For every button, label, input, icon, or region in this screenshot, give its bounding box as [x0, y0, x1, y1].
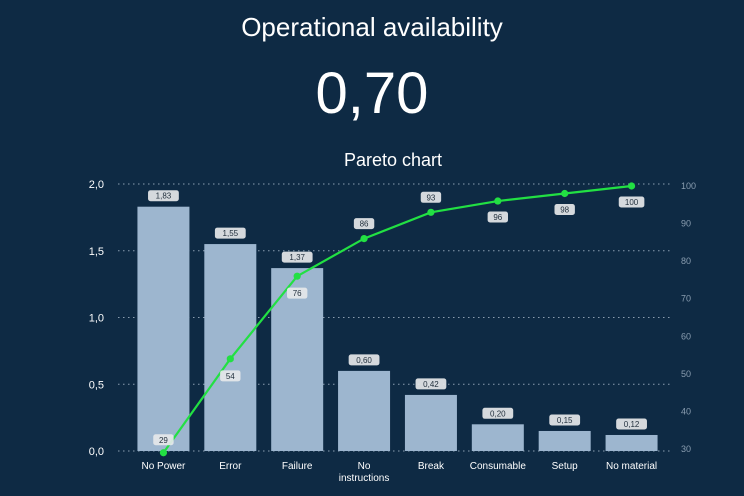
line-point [627, 182, 636, 190]
y-left-tick-label: 0,0 [89, 446, 104, 458]
chart-title: Pareto chart [343, 150, 443, 170]
x-tick-label: No instructions [339, 461, 390, 484]
line-value-label: 100 [625, 198, 639, 207]
x-tick-label: No material [606, 461, 657, 472]
line-value-label: 98 [560, 206, 569, 215]
line-value-label: 54 [226, 372, 235, 381]
bar-value-label: 1,83 [156, 192, 172, 201]
y-right-tick-label: 50 [681, 369, 691, 379]
line-value-label: 76 [293, 289, 302, 298]
bar [538, 430, 591, 451]
line-value-label-box [153, 434, 174, 446]
bar-value-label-box [148, 190, 179, 202]
bar-value-label: 0,15 [557, 416, 573, 425]
line-point [427, 208, 435, 216]
bar [204, 244, 257, 451]
x-tick-label: Failure [282, 461, 313, 472]
line-point [159, 449, 168, 457]
y-right-tick-label: 40 [681, 406, 691, 416]
bar [404, 394, 457, 451]
y-right-tick-label: 80 [681, 256, 691, 266]
line-value-label: 93 [426, 193, 435, 202]
y-left-tick-label: 1,5 [89, 246, 104, 258]
bar [338, 370, 391, 451]
bar-value-label-box [348, 354, 380, 366]
y-right-tick-label: 70 [681, 294, 691, 304]
bar-value-label: 0,60 [356, 356, 372, 365]
bar [471, 424, 524, 451]
y-left-tick-label: 2,0 [89, 179, 104, 191]
bar-value-label: 1,37 [289, 253, 305, 262]
line-value-label-box [420, 191, 442, 203]
line-value-label: 96 [493, 213, 502, 222]
bar-value-label: 1,55 [223, 229, 239, 238]
bar [137, 206, 190, 451]
line-point [226, 355, 234, 363]
bar-value-label-box [482, 407, 514, 419]
bar-value-label: 0,42 [423, 380, 439, 389]
line-value-label-box [220, 370, 241, 382]
line-point [561, 189, 569, 198]
line-value-label-box [618, 196, 645, 208]
cumulative-line [162, 184, 632, 454]
bar-value-label: 0,20 [490, 409, 506, 418]
y-right-tick-label: 60 [681, 331, 691, 341]
line-point [360, 235, 368, 243]
bar [605, 434, 658, 451]
y-right-tick-label: 90 [681, 219, 691, 229]
kpi-value: 0,70 [315, 61, 429, 126]
x-tick-label: Error [219, 461, 242, 472]
y-left-tick-label: 0,5 [89, 379, 104, 391]
bar-value-label-box [616, 418, 647, 430]
y-left-tick-label: 1,0 [89, 313, 104, 325]
kpi-title: Operational availability [241, 12, 503, 42]
line-value-label-box [487, 211, 509, 223]
x-tick-label: Break [418, 461, 445, 472]
bar-value-label-box [281, 251, 313, 263]
bar-value-label-box [549, 414, 581, 426]
bar-value-label: 0,12 [624, 420, 640, 429]
line-value-label-box [286, 287, 308, 299]
line-value-label: 29 [159, 436, 168, 445]
line-point [494, 197, 502, 205]
bar-value-label-box [415, 378, 447, 390]
line-value-label-box [554, 204, 575, 216]
y-right-tick-label: 100 [681, 181, 696, 191]
line-value-label-box [353, 218, 375, 230]
x-tick-label: Consumable [470, 461, 527, 472]
line-value-label: 86 [360, 220, 369, 229]
y-right-tick-label: 30 [681, 444, 691, 454]
x-tick-label: Setup [552, 461, 579, 472]
bar-value-label-box [214, 227, 246, 239]
line-point [293, 272, 301, 280]
x-tick-label: No Power [141, 461, 186, 472]
